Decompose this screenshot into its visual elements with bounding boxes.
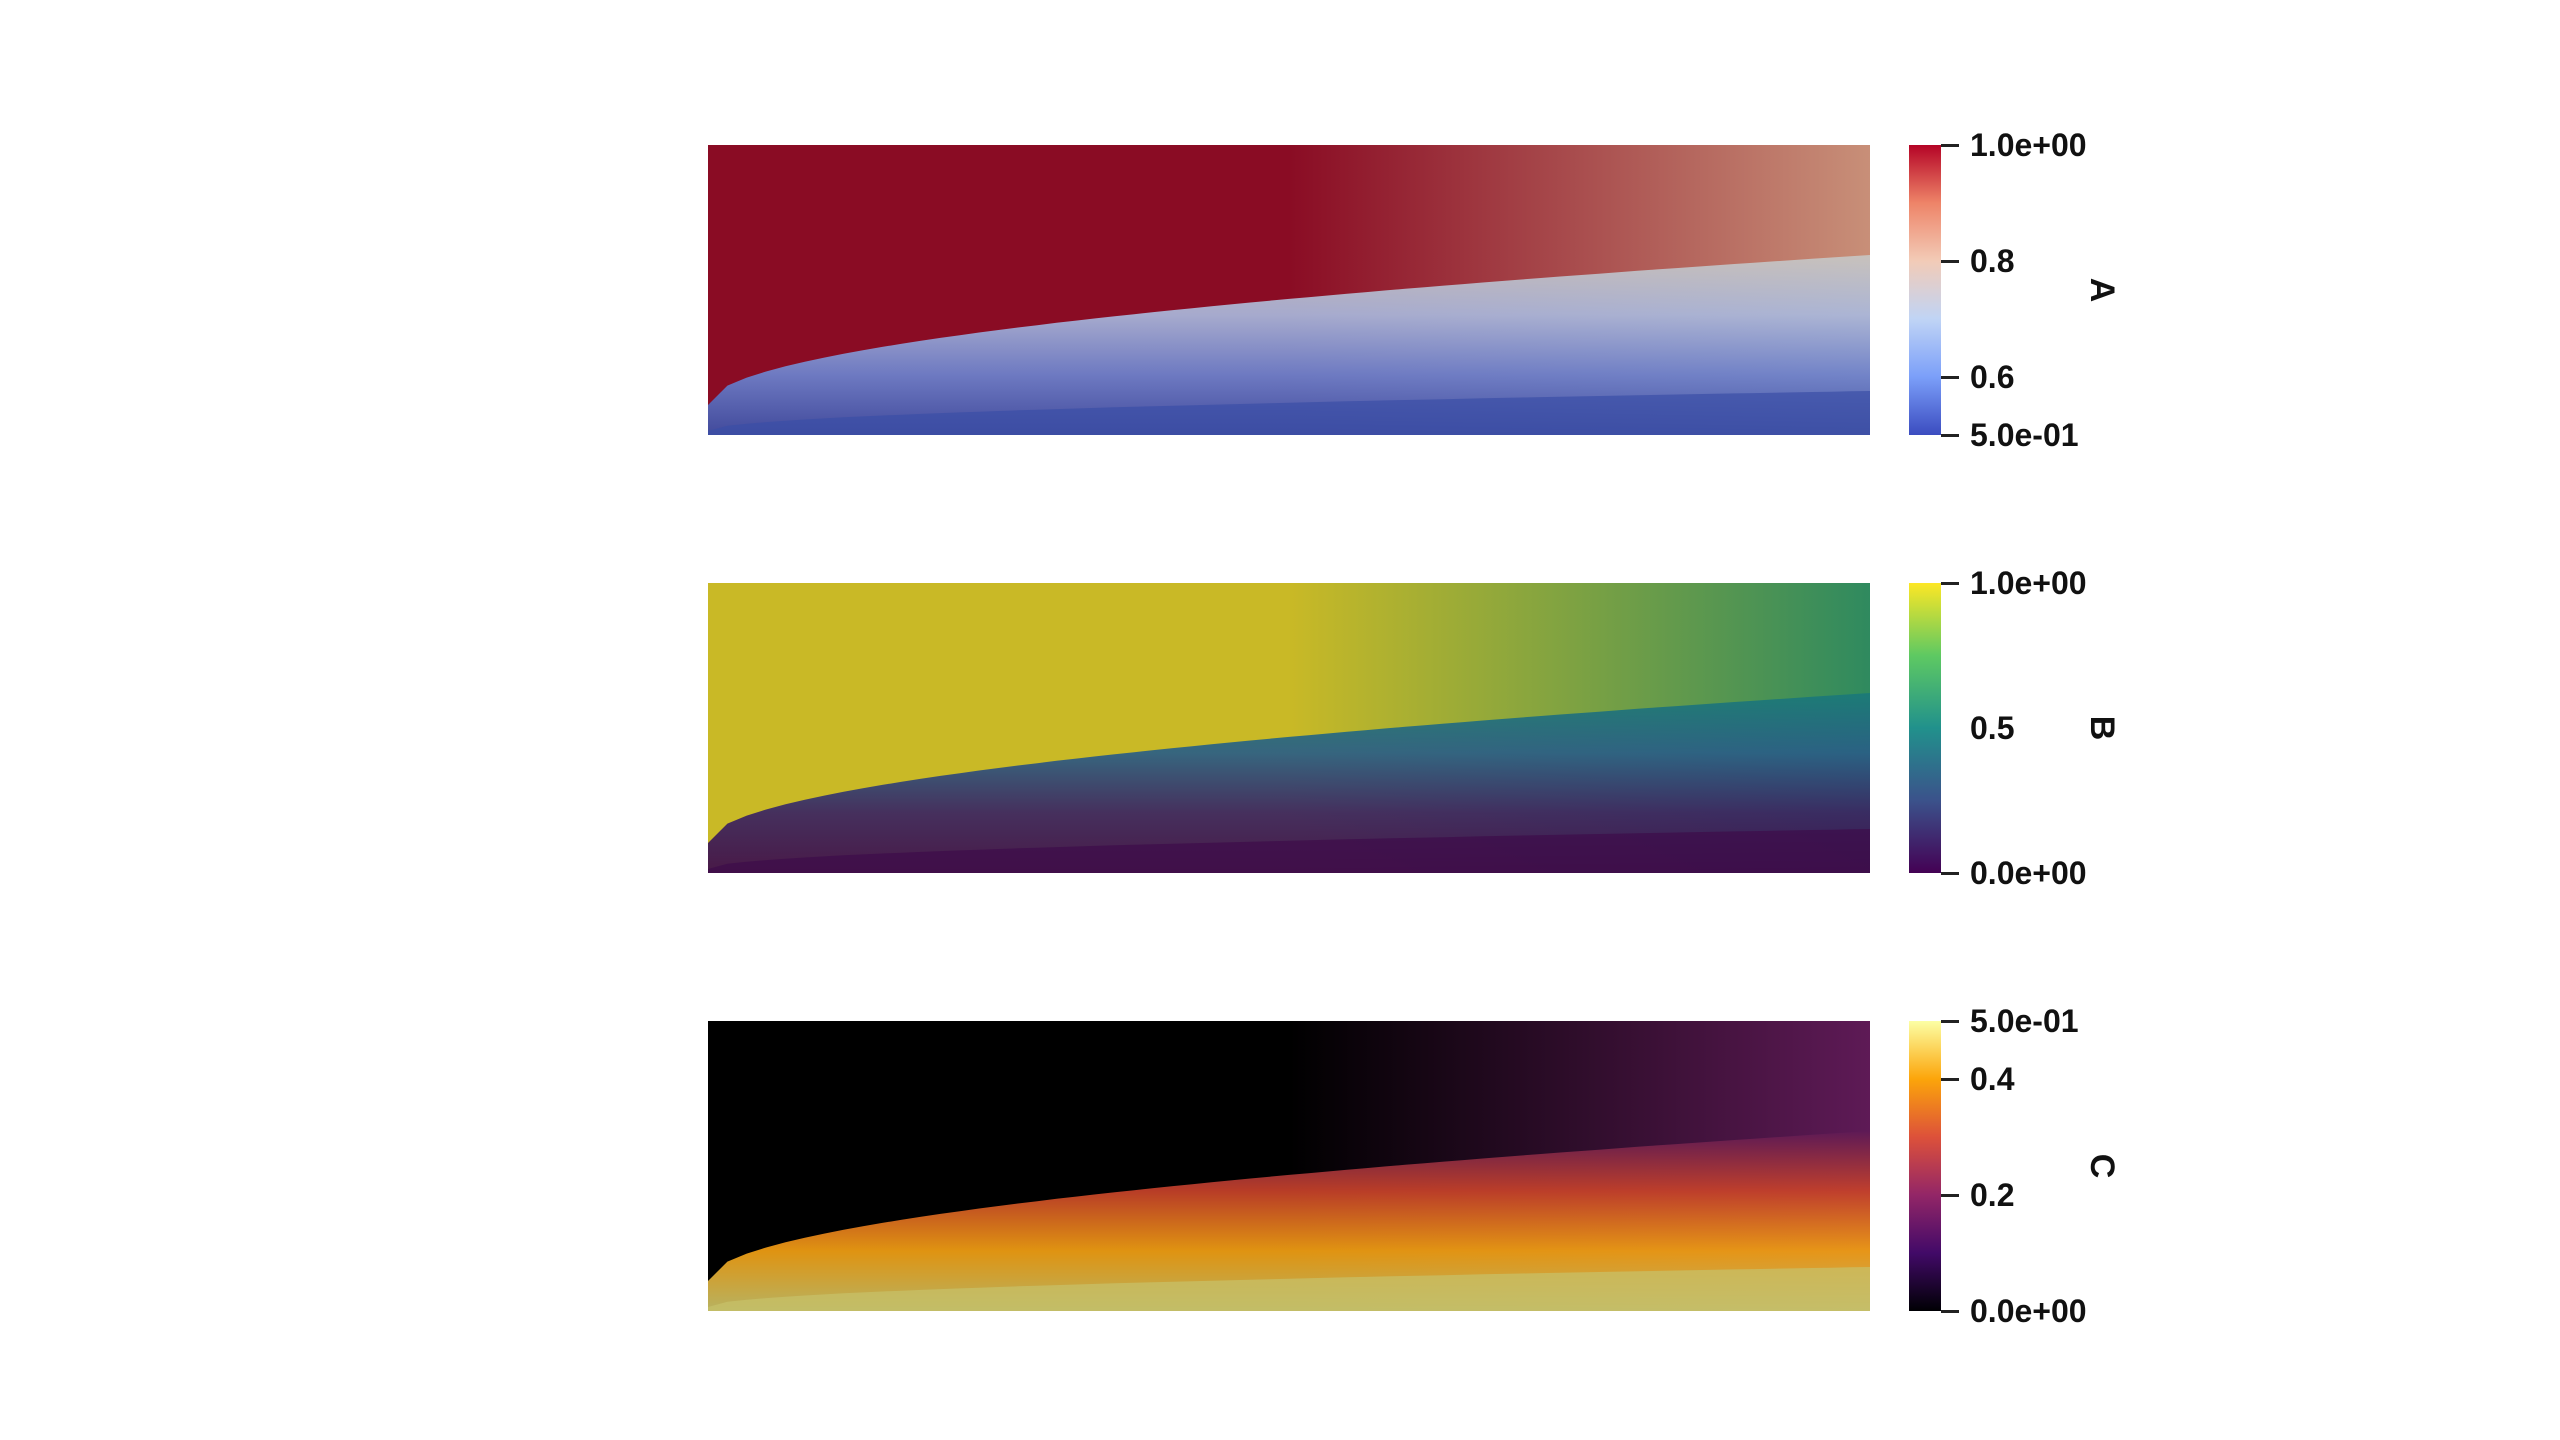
colorbar-b-svg [1909,583,1941,873]
colorbar-c-tick-label: 0.0e+00 [1970,1293,2087,1329]
colorbar-a-tick-label: 0.6 [1970,359,2015,395]
field-plot-c [708,1021,1870,1311]
field-b-bottom-band [708,829,1870,873]
colorbar-a-tick-label: 5.0e-01 [1970,417,2079,453]
field-c-boundary-layer [708,1131,1870,1311]
colorbar-a-svg [1909,145,1941,435]
colorbar-a-title: A [2083,277,2121,303]
colorbar-c-tick-label: 5.0e-01 [1970,1003,2079,1039]
colorbar-a-tick-label: 0.8 [1970,243,2015,279]
colorbar-c-title: C [2083,1153,2121,1179]
colorbar-c-tick [1941,1019,1959,1023]
field-plot-c-svg [708,1021,1870,1311]
colorbar-c [1909,1021,1941,1311]
field-plot-b [708,583,1870,873]
colorbar-c-tick-label: 0.4 [1970,1061,2015,1097]
colorbar-a-tick [1941,433,1959,437]
colorbar-b [1909,583,1941,873]
colorbar-b-tick-label: 0.5 [1970,710,2015,746]
colorbar-a-tick [1941,143,1959,147]
colorbar-a-tick-label: 1.0e+00 [1970,127,2087,163]
colorbar-b-tick-label: 1.0e+00 [1970,565,2087,601]
field-c-bottom-band [708,1267,1870,1311]
colorbar-c-tick [1941,1309,1959,1313]
field-plot-a [708,145,1870,435]
colorbar-a-tick [1941,375,1959,379]
colorbar-b-tick [1941,581,1959,585]
colorbar-a [1909,145,1941,435]
colorbar-c-tick-label: 0.2 [1970,1177,2015,1213]
colorbar-b-tick-label: 0.0e+00 [1970,855,2087,891]
colorbar-c-tick [1941,1077,1959,1081]
field-b-boundary-layer [708,693,1870,873]
colorbar-b-tick [1941,871,1959,875]
field-a-boundary-layer [708,255,1870,435]
field-plot-a-svg [708,145,1870,435]
field-a-bottom-band [708,391,1870,435]
colorbar-c-tick [1941,1193,1959,1197]
colorbar-b-title: B [2083,715,2121,741]
colorbar-c-svg [1909,1021,1941,1311]
field-plot-b-svg [708,583,1870,873]
colorbar-a-tick [1941,259,1959,263]
